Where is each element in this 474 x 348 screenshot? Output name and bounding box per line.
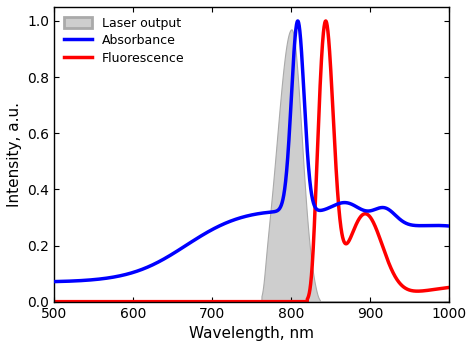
Y-axis label: Intensity, a.u.: Intensity, a.u. (7, 102, 22, 207)
Legend: Laser output, Absorbance, Fluorescence: Laser output, Absorbance, Fluorescence (61, 13, 188, 69)
X-axis label: Wavelength, nm: Wavelength, nm (190, 326, 314, 341)
